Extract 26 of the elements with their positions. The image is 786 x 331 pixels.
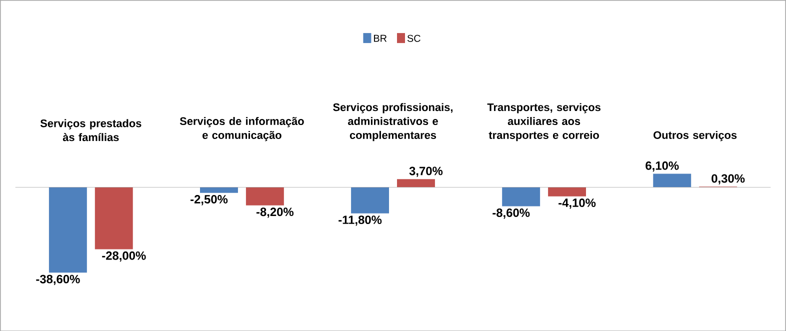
data-label: -38,60% (36, 274, 80, 285)
legend-label: BR (374, 34, 387, 42)
bar (397, 178, 435, 188)
data-label: -28,00% (102, 251, 146, 262)
bar (548, 187, 586, 196)
data-label: 0,30% (712, 174, 745, 184)
data-label: -8,20% (256, 207, 294, 218)
data-label: -8,60% (492, 208, 530, 218)
bar (246, 187, 284, 206)
bar (48, 187, 87, 272)
x-tick-label: Outros serviços (654, 130, 737, 141)
x-tick-label: Serviços profissionais, administrativos e complementares (333, 102, 452, 141)
data-label: 3,70% (409, 166, 443, 177)
x-tick-label: Serviços prestados às famílias (40, 118, 142, 141)
bar (502, 187, 540, 206)
x-tick-label: Serviços de informação e comunicação (180, 116, 304, 141)
bar (94, 187, 133, 249)
data-label: -4,10% (558, 198, 596, 209)
bar (200, 187, 238, 193)
bar (351, 187, 390, 214)
x-tick-label: Transportes, serviços auxiliares aos transportes e correio (487, 102, 600, 141)
legend-label: SC (407, 34, 420, 42)
bar (653, 174, 692, 188)
data-label: 6,10% (646, 161, 679, 172)
data-label: -11,80% (338, 215, 382, 226)
data-label: -2,50% (190, 194, 228, 205)
